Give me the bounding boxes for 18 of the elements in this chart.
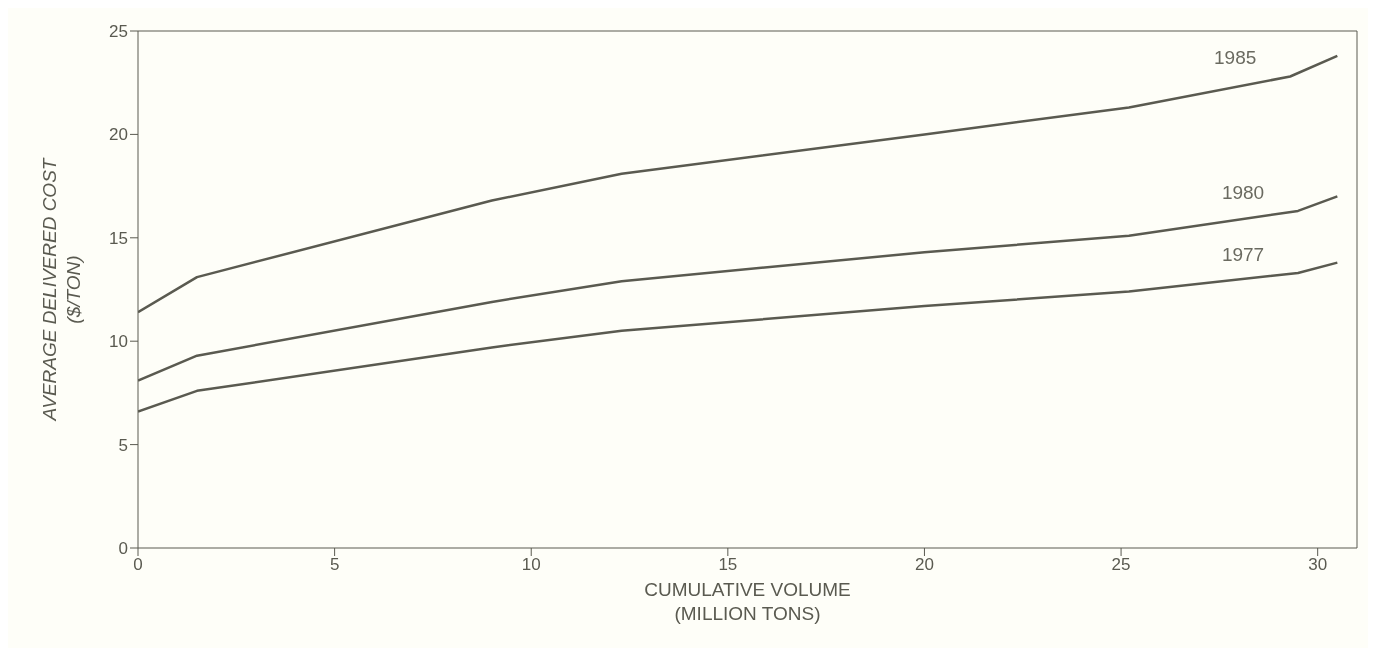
series-label: 1985 bbox=[1214, 47, 1257, 69]
x-tick-label: 15 bbox=[718, 555, 738, 575]
y-tick-label: 5 bbox=[118, 435, 128, 455]
x-tick-label: 5 bbox=[329, 555, 340, 575]
y-tick-label: 20 bbox=[109, 125, 128, 145]
x-tick-label: 10 bbox=[521, 555, 541, 575]
series-label: 1980 bbox=[1221, 181, 1265, 203]
x-tick-label: 0 bbox=[133, 555, 143, 575]
y-tick-label: 25 bbox=[109, 22, 128, 42]
x-tick-label: 25 bbox=[1111, 555, 1131, 575]
series-label: 1977 bbox=[1221, 243, 1265, 265]
y-tick-label: 10 bbox=[109, 332, 128, 352]
y-tick-label: 0 bbox=[118, 539, 128, 559]
y-tick-label: 15 bbox=[109, 228, 128, 248]
x-tick-label: 30 bbox=[1308, 555, 1328, 575]
x-axis-title: CUMULATIVE VOLUME (MILLION TONS) bbox=[644, 579, 851, 624]
y-axis-title: AVERAGE DELIVERED COST ($/TON) bbox=[39, 157, 84, 422]
x-tick-label: 20 bbox=[914, 555, 934, 575]
